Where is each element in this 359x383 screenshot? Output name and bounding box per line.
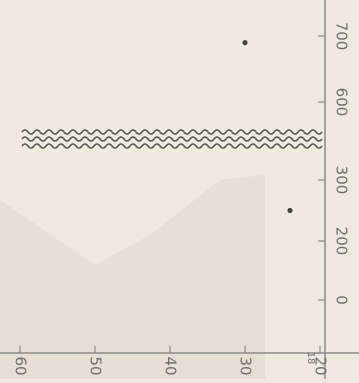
axis-break-mark: [21, 129, 323, 149]
break-wave: [21, 143, 323, 149]
points-layer: [242, 40, 293, 214]
break-wave: [21, 136, 323, 142]
shaded-region: [0, 175, 265, 379]
y-tick-label: 60: [12, 356, 30, 375]
y-tick-label: 30: [237, 356, 255, 375]
data-point: [242, 40, 248, 46]
break-wave: [21, 129, 323, 135]
y-tick-label: 20: [312, 356, 330, 375]
y-tick-label: 40: [162, 356, 180, 375]
data-point: [287, 207, 293, 214]
y-tick-label: 50: [87, 356, 105, 375]
x-tick-label: 300: [333, 166, 351, 195]
x-tick-label: 700: [333, 22, 351, 51]
x-tick-label: 600: [333, 88, 351, 117]
x-tick-label: 0: [333, 295, 351, 305]
y-minor-label: 18: [305, 352, 316, 365]
x-tick-label: 200: [333, 227, 351, 256]
